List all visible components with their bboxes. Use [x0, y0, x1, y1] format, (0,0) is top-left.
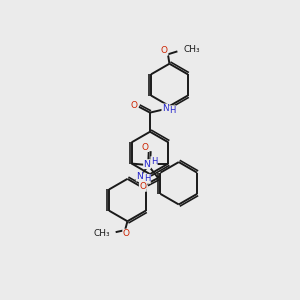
Text: CH₃: CH₃ — [94, 229, 110, 238]
Text: O: O — [131, 101, 138, 110]
Text: H: H — [144, 174, 150, 183]
Text: O: O — [139, 182, 146, 191]
Text: H: H — [151, 157, 157, 166]
Text: O: O — [142, 142, 149, 152]
Text: CH₃: CH₃ — [183, 45, 200, 54]
Text: O: O — [161, 46, 168, 55]
Text: N: N — [162, 104, 169, 113]
Text: N: N — [136, 172, 143, 181]
Text: O: O — [123, 229, 130, 238]
Text: N: N — [144, 160, 150, 169]
Text: H: H — [169, 106, 176, 115]
